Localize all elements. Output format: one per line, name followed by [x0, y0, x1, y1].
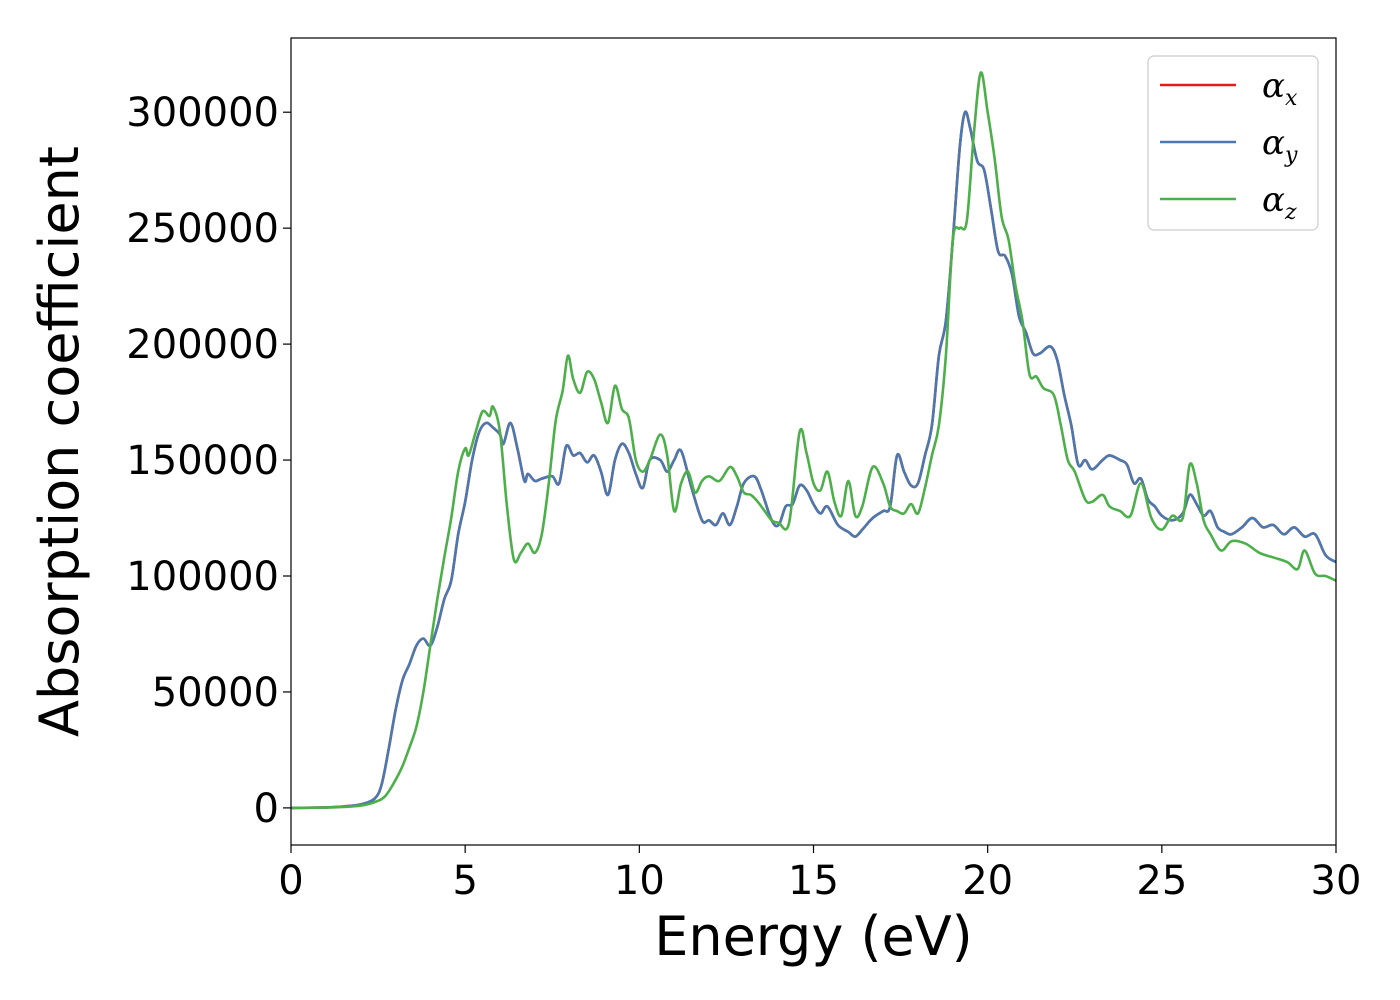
y-axis-label: Absorption coefficient — [28, 146, 91, 737]
x-tick-label: 5 — [452, 858, 477, 904]
y-tick-label: 300000 — [126, 90, 279, 136]
series-line-z — [291, 71, 1336, 810]
x-tick-label: 30 — [1311, 858, 1362, 904]
y-tick-label: 200000 — [126, 322, 279, 368]
legend-label-x: αx — [1262, 66, 1298, 111]
legend: αx αy αz — [1147, 55, 1319, 231]
series-layer — [291, 71, 1336, 810]
x-tick-label: 20 — [962, 858, 1013, 904]
legend-label-z: αz — [1262, 180, 1297, 225]
x-tick-label: 10 — [614, 858, 665, 904]
x-axis-label: Energy (eV) — [654, 905, 973, 968]
y-tick-label: 250000 — [126, 206, 279, 252]
y-tick-label: 0 — [254, 786, 279, 832]
y-tick-label: 100000 — [126, 554, 279, 600]
y-tick-label: 150000 — [126, 438, 279, 484]
x-tick-label: 0 — [278, 858, 303, 904]
y-axis-ticks: 0 50000 100000 150000 200000 250000 300000 — [126, 90, 291, 832]
x-tick-label: 15 — [788, 858, 839, 904]
legend-label-y: αy — [1262, 123, 1298, 168]
x-axis-ticks: 0 5 10 15 20 25 30 — [278, 845, 1361, 904]
y-tick-label: 50000 — [152, 670, 279, 716]
x-tick-label: 25 — [1136, 858, 1187, 904]
